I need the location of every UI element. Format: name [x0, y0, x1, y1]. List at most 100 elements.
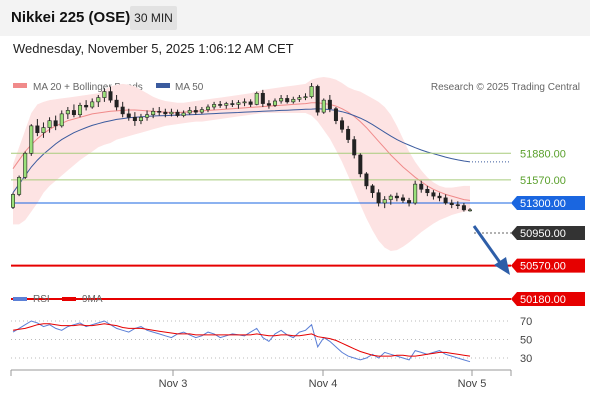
resistance-label-0: 51880.00	[520, 148, 566, 160]
candle	[309, 83, 314, 99]
candle	[370, 184, 375, 198]
rsi-legend-swatch	[13, 297, 27, 301]
candle	[273, 98, 278, 107]
support-label-5: 50180.00	[520, 294, 566, 306]
candle	[212, 101, 217, 110]
candle	[266, 100, 271, 109]
ma50-legend-swatch	[156, 83, 170, 88]
candle	[285, 95, 290, 104]
support-tag-4	[511, 258, 585, 273]
candle	[382, 196, 387, 209]
candle	[224, 101, 229, 109]
candle	[23, 151, 28, 179]
rsi-panel: 70 50 30	[11, 316, 532, 365]
forecast-arrow	[472, 225, 503, 265]
candle	[248, 99, 253, 107]
x-tick-label: Nov 4	[309, 378, 338, 390]
ma50-line	[12, 108, 471, 193]
rsi9-line	[12, 323, 471, 357]
candle	[394, 192, 399, 202]
candle	[175, 109, 180, 118]
candle	[102, 88, 107, 102]
candle	[467, 208, 472, 212]
credit-label: Research © 2025 Trading Central	[431, 82, 580, 93]
candle	[346, 125, 351, 143]
candle	[41, 122, 46, 138]
candle	[151, 107, 156, 119]
candle	[425, 185, 430, 197]
candle	[315, 84, 320, 116]
candle	[388, 194, 393, 205]
x-tick-label: Nov 3	[159, 378, 188, 390]
candle	[108, 86, 113, 103]
ma20-legend-swatch	[13, 83, 27, 88]
candle	[297, 95, 302, 102]
x-axis: Nov 3 Nov 4 Nov 5	[10, 370, 512, 390]
candle	[59, 110, 64, 128]
candle	[358, 153, 363, 178]
candle	[132, 112, 137, 126]
candle	[163, 108, 168, 118]
candle	[455, 201, 460, 209]
candle	[279, 95, 284, 104]
candle	[120, 101, 125, 118]
candle	[29, 124, 34, 156]
candle	[78, 102, 83, 118]
candlesticks	[11, 83, 472, 212]
ma50-legend-label: MA 50	[175, 82, 204, 93]
candle	[413, 180, 418, 205]
ma20-line	[12, 102, 471, 201]
candle	[443, 194, 448, 205]
timeframe-button[interactable]: 30 MIN	[130, 6, 177, 30]
candle	[65, 107, 70, 119]
datetime-label: Wednesday, November 5, 2025 1:06:12 AM C…	[13, 41, 294, 56]
ma20-legend-label: MA 20 + Bollinger Bands	[33, 82, 143, 93]
candle	[96, 95, 101, 107]
rsi-legend-label: RSI	[33, 294, 50, 305]
support-label-4: 50570.00	[520, 261, 566, 273]
candle	[236, 100, 241, 109]
resistance-label-1: 51570.00	[520, 175, 566, 187]
candle	[352, 136, 357, 159]
pivot-tag	[511, 196, 585, 210]
rsi9-legend-swatch	[62, 297, 76, 301]
rsi-tick-70: 70	[520, 316, 532, 328]
candle	[169, 108, 174, 117]
candle	[17, 175, 22, 197]
candle	[376, 189, 381, 207]
candle	[181, 110, 186, 118]
candle	[449, 199, 454, 209]
candle	[242, 98, 247, 107]
candle	[254, 91, 259, 106]
candle	[205, 104, 210, 113]
support-tag-5	[511, 292, 585, 306]
rsi-tick-50: 50	[520, 335, 532, 347]
candle	[260, 89, 265, 107]
candle	[461, 203, 466, 212]
candle	[303, 93, 308, 101]
candle	[35, 119, 40, 137]
candle	[90, 98, 95, 109]
instrument-title: Nikkei 225 (OSE)	[11, 9, 131, 26]
candle	[84, 100, 89, 111]
candle	[114, 95, 119, 111]
candle	[47, 117, 52, 133]
rsi9-legend-label: 9MA	[82, 294, 103, 305]
bollinger-bands	[13, 77, 470, 251]
candle	[407, 197, 412, 207]
candle	[53, 115, 58, 131]
moving-averages	[12, 102, 471, 201]
candle	[145, 110, 150, 121]
pivot-label: 51300.00	[520, 198, 566, 210]
candle	[340, 117, 345, 133]
candle	[11, 192, 16, 209]
candle	[437, 192, 442, 202]
candle	[364, 172, 369, 190]
candle	[291, 96, 296, 104]
candle	[218, 101, 223, 108]
candle	[230, 100, 235, 107]
rsi-tick-30: 30	[520, 353, 532, 365]
current-price-tag	[511, 226, 585, 240]
candle	[199, 107, 204, 114]
